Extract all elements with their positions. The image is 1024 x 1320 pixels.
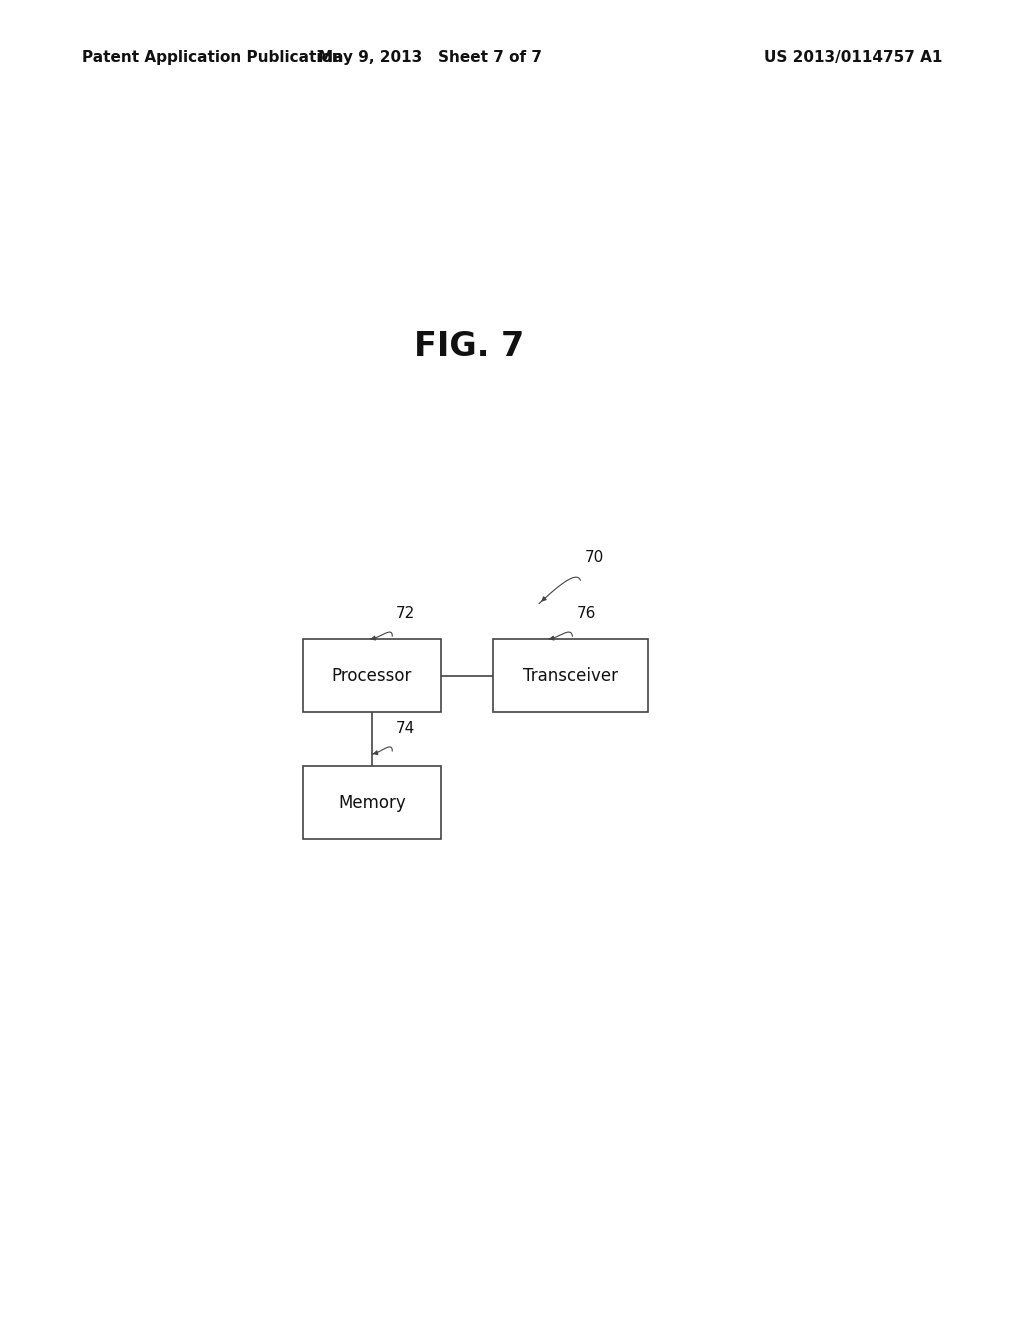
Text: 76: 76 (577, 606, 596, 620)
Bar (303, 639, 441, 713)
Text: 72: 72 (396, 606, 416, 620)
Text: Processor: Processor (332, 667, 413, 685)
Text: FIG. 7: FIG. 7 (414, 330, 524, 363)
Text: 74: 74 (396, 721, 416, 735)
Text: Patent Application Publication: Patent Application Publication (82, 50, 343, 65)
Text: Transceiver: Transceiver (523, 667, 617, 685)
Text: Memory: Memory (338, 793, 406, 812)
Text: May 9, 2013   Sheet 7 of 7: May 9, 2013 Sheet 7 of 7 (318, 50, 542, 65)
Text: US 2013/0114757 A1: US 2013/0114757 A1 (764, 50, 942, 65)
Text: 70: 70 (585, 550, 603, 565)
Bar (494, 639, 648, 713)
Bar (303, 766, 441, 840)
